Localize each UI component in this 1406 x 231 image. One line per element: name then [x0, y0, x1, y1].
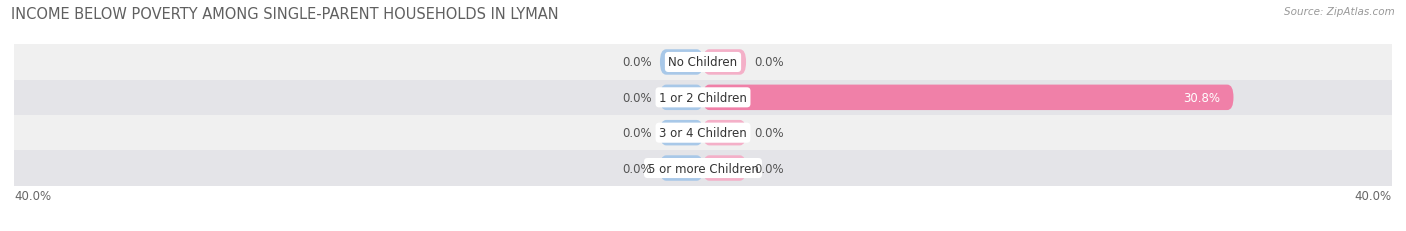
Bar [14, 116, 1392, 151]
FancyBboxPatch shape [659, 85, 703, 111]
Text: 0.0%: 0.0% [755, 56, 785, 69]
FancyBboxPatch shape [703, 120, 747, 146]
Text: 0.0%: 0.0% [621, 162, 651, 175]
Text: Source: ZipAtlas.com: Source: ZipAtlas.com [1284, 7, 1395, 17]
FancyBboxPatch shape [703, 85, 1233, 111]
Text: 5 or more Children: 5 or more Children [648, 162, 758, 175]
FancyBboxPatch shape [659, 156, 703, 181]
FancyBboxPatch shape [659, 50, 703, 75]
Text: 0.0%: 0.0% [755, 162, 785, 175]
Bar [14, 80, 1392, 116]
Text: 0.0%: 0.0% [621, 127, 651, 140]
FancyBboxPatch shape [703, 156, 747, 181]
FancyBboxPatch shape [703, 50, 747, 75]
Bar [14, 151, 1392, 186]
Text: 3 or 4 Children: 3 or 4 Children [659, 127, 747, 140]
Text: 40.0%: 40.0% [1355, 189, 1392, 202]
Text: 0.0%: 0.0% [621, 56, 651, 69]
Text: 0.0%: 0.0% [621, 91, 651, 104]
Text: 0.0%: 0.0% [755, 127, 785, 140]
Text: 40.0%: 40.0% [14, 189, 51, 202]
FancyBboxPatch shape [659, 120, 703, 146]
Text: INCOME BELOW POVERTY AMONG SINGLE-PARENT HOUSEHOLDS IN LYMAN: INCOME BELOW POVERTY AMONG SINGLE-PARENT… [11, 7, 558, 22]
Text: 30.8%: 30.8% [1182, 91, 1219, 104]
Text: 1 or 2 Children: 1 or 2 Children [659, 91, 747, 104]
Text: No Children: No Children [668, 56, 738, 69]
Bar [14, 45, 1392, 80]
